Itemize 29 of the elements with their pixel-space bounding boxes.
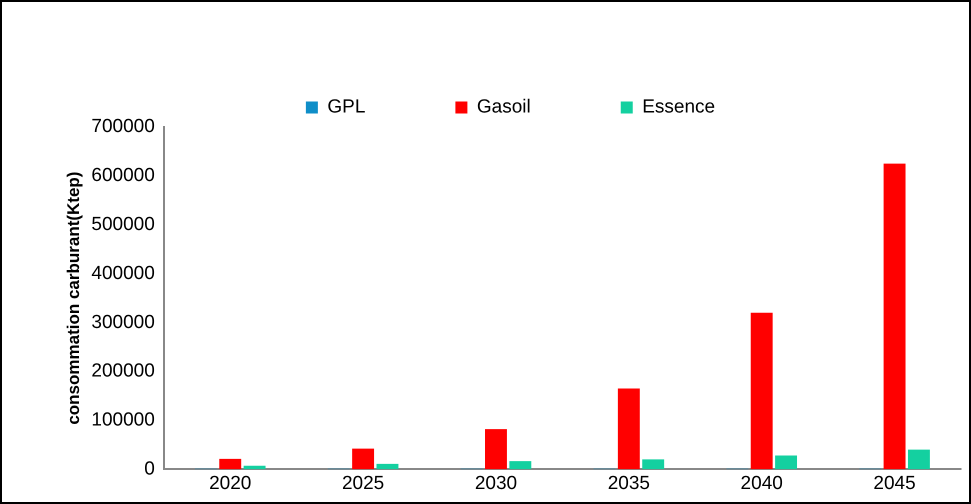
legend-label: Gasoil: [476, 96, 531, 118]
bar: [908, 450, 930, 470]
bar: [509, 461, 532, 470]
y-tick-label: 300000: [91, 312, 155, 333]
y-tick-label: 0: [144, 458, 155, 480]
bar: [376, 464, 398, 470]
y-tick-label: 700000: [91, 116, 155, 138]
y-tick-label: 500000: [91, 214, 155, 236]
x-tick-label: 2025: [342, 472, 384, 494]
bar: [219, 458, 242, 470]
y-tick-label: 600000: [91, 165, 155, 186]
bar: [485, 429, 507, 470]
legend-label: GPL: [327, 96, 366, 118]
bar: [750, 312, 773, 470]
x-tick-label: 2030: [474, 472, 518, 494]
y-tick-label: 200000: [91, 360, 155, 382]
bar: [618, 388, 640, 470]
bar: [884, 164, 906, 470]
x-tick-label: 2020: [209, 472, 252, 494]
y-tick-label: 400000: [91, 262, 155, 284]
x-tick-label: 2040: [740, 472, 783, 494]
legend-label: Essence: [642, 96, 716, 118]
x-tick-label: 2045: [873, 472, 916, 494]
x-tick-label: 2035: [608, 472, 650, 494]
bar: [352, 448, 374, 470]
bar: [642, 459, 664, 470]
bar: [775, 456, 798, 470]
y-axis-title: consommation carburant(Ktep): [64, 172, 83, 425]
y-tick-label: 100000: [91, 410, 155, 431]
